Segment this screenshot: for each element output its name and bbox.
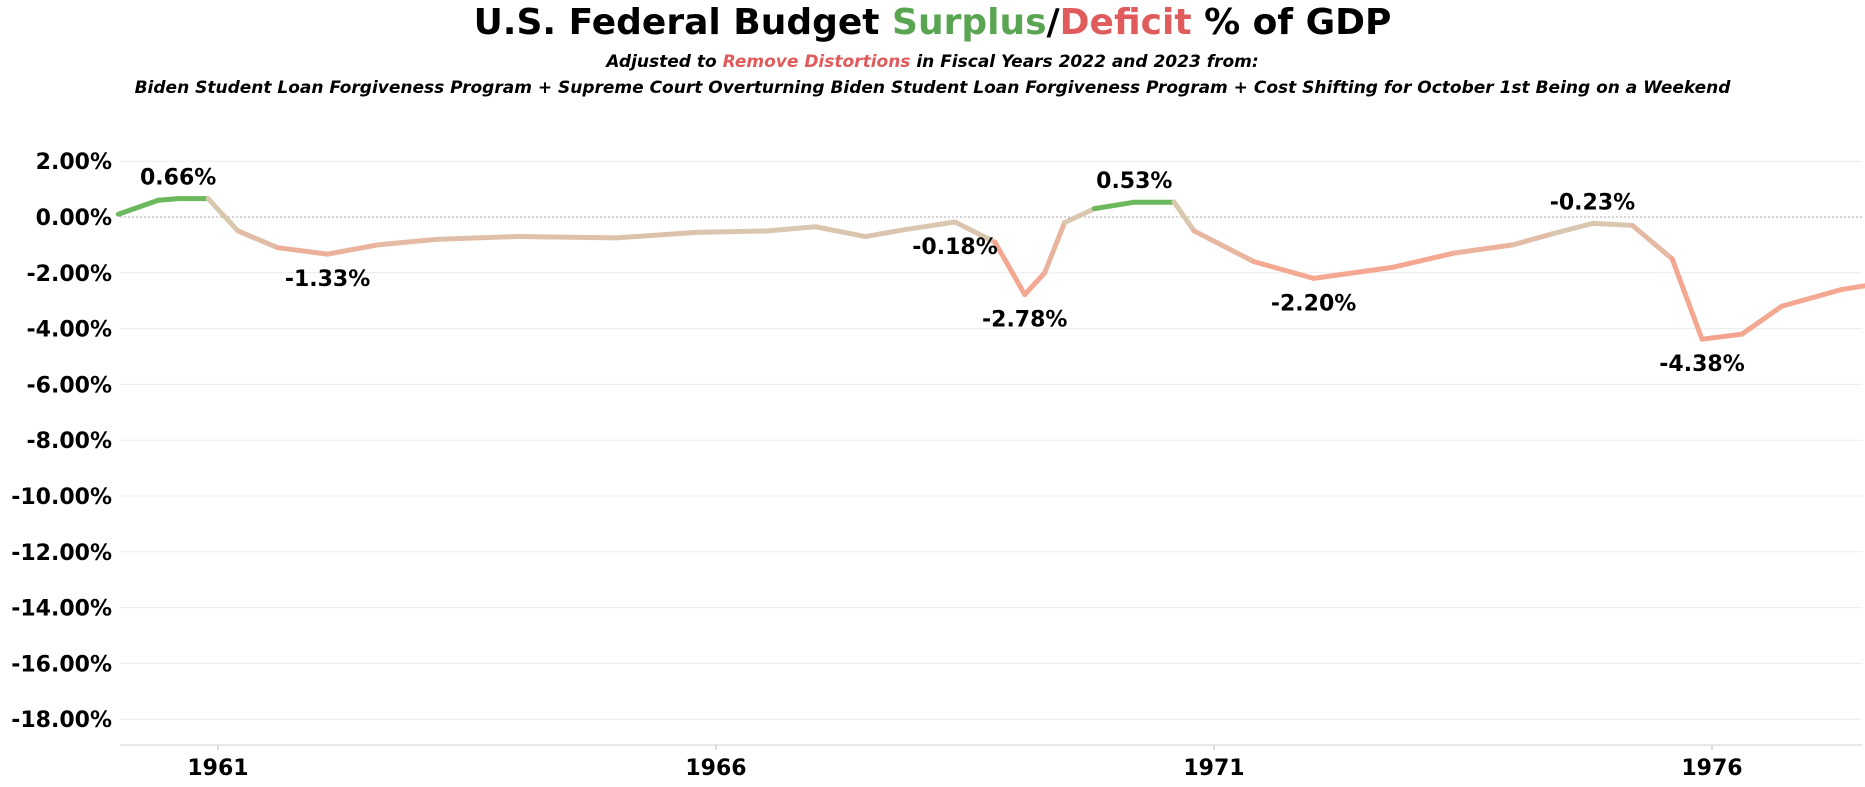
subtitle1-suffix: in Fiscal Years 2022 and 2023 from: [910, 52, 1259, 72]
series-segment [1450, 242, 1516, 256]
y-tick-label: 0.00% [36, 206, 112, 231]
series-segment [1699, 331, 1745, 342]
series-segment [1550, 220, 1595, 237]
series-segment [1171, 199, 1197, 234]
series-segment [992, 239, 1028, 298]
y-tick-label: -16.00% [11, 652, 112, 677]
x-tick-label: 1966 [685, 756, 746, 781]
series-segment [1629, 222, 1675, 262]
series-segment [902, 219, 958, 233]
series-segment [952, 219, 998, 245]
series-segment [155, 196, 181, 203]
y-tick-label: -10.00% [11, 485, 112, 510]
y-tick-label: -2.00% [27, 262, 112, 287]
chart-title: U.S. Federal Budget Surplus/Deficit % of… [0, 2, 1865, 43]
series-segment [1669, 256, 1705, 342]
series-segment [325, 242, 380, 257]
series-segment [1191, 228, 1257, 265]
data-label: -1.33% [285, 267, 370, 292]
series-segment [1739, 303, 1785, 337]
series-segment [1311, 264, 1396, 281]
y-tick-label: -18.00% [11, 708, 112, 733]
series-segment [862, 227, 908, 240]
series-segment [115, 197, 161, 217]
series-segment [374, 236, 440, 248]
data-label: 0.53% [1096, 169, 1172, 194]
y-tick-label: -4.00% [27, 318, 112, 343]
data-label: -0.23% [1550, 190, 1635, 215]
series-segment [434, 234, 520, 242]
y-tick-label: -12.00% [11, 541, 112, 566]
series-segment [1091, 199, 1137, 212]
x-tick-label: 1976 [1681, 756, 1742, 781]
y-tick-label: 2.00% [36, 150, 112, 175]
y-tick-label: -14.00% [11, 597, 112, 622]
series-segment [1251, 259, 1317, 281]
x-tick-label: 1961 [187, 756, 248, 781]
series-segment [1838, 283, 1865, 293]
data-label: -0.18% [912, 235, 997, 260]
series-segment [1390, 250, 1456, 270]
series-segment [1022, 270, 1048, 298]
title-deficit: Deficit [1059, 2, 1192, 43]
x-tick-label: 1971 [1183, 756, 1244, 781]
y-tick-label: -8.00% [27, 429, 112, 454]
chart-subtitle-1: Adjusted to Remove Distortions in Fiscal… [0, 52, 1865, 72]
series-segment [514, 234, 619, 241]
series-segment [275, 245, 331, 257]
title-slash: / [1046, 2, 1060, 43]
data-label: -4.38% [1659, 352, 1744, 377]
title-suffix: % of GDP [1191, 2, 1392, 43]
series-segment [1589, 220, 1635, 228]
data-label: 0.66% [140, 166, 216, 191]
series-segment [613, 229, 699, 241]
series-segment [235, 228, 281, 251]
title-prefix: U.S. Federal Budget [473, 2, 893, 43]
y-tick-label: -6.00% [27, 373, 112, 398]
title-surplus: Surplus [892, 2, 1047, 43]
subtitle1-prefix: Adjusted to [606, 52, 723, 72]
subtitle1-highlight: Remove Distortions [722, 52, 911, 72]
series-segment [1510, 231, 1556, 248]
series-segment [205, 196, 241, 234]
chart-subtitle-2: Biden Student Loan Forgiveness Program +… [134, 78, 1731, 98]
data-label: -2.20% [1271, 291, 1356, 316]
series-segment [1042, 220, 1068, 276]
series-segment [693, 228, 769, 235]
series-segment [1062, 206, 1097, 226]
series-segment [1779, 287, 1844, 309]
series-segment [813, 224, 868, 240]
data-label: -2.78% [982, 308, 1067, 333]
series-segment [763, 224, 819, 234]
